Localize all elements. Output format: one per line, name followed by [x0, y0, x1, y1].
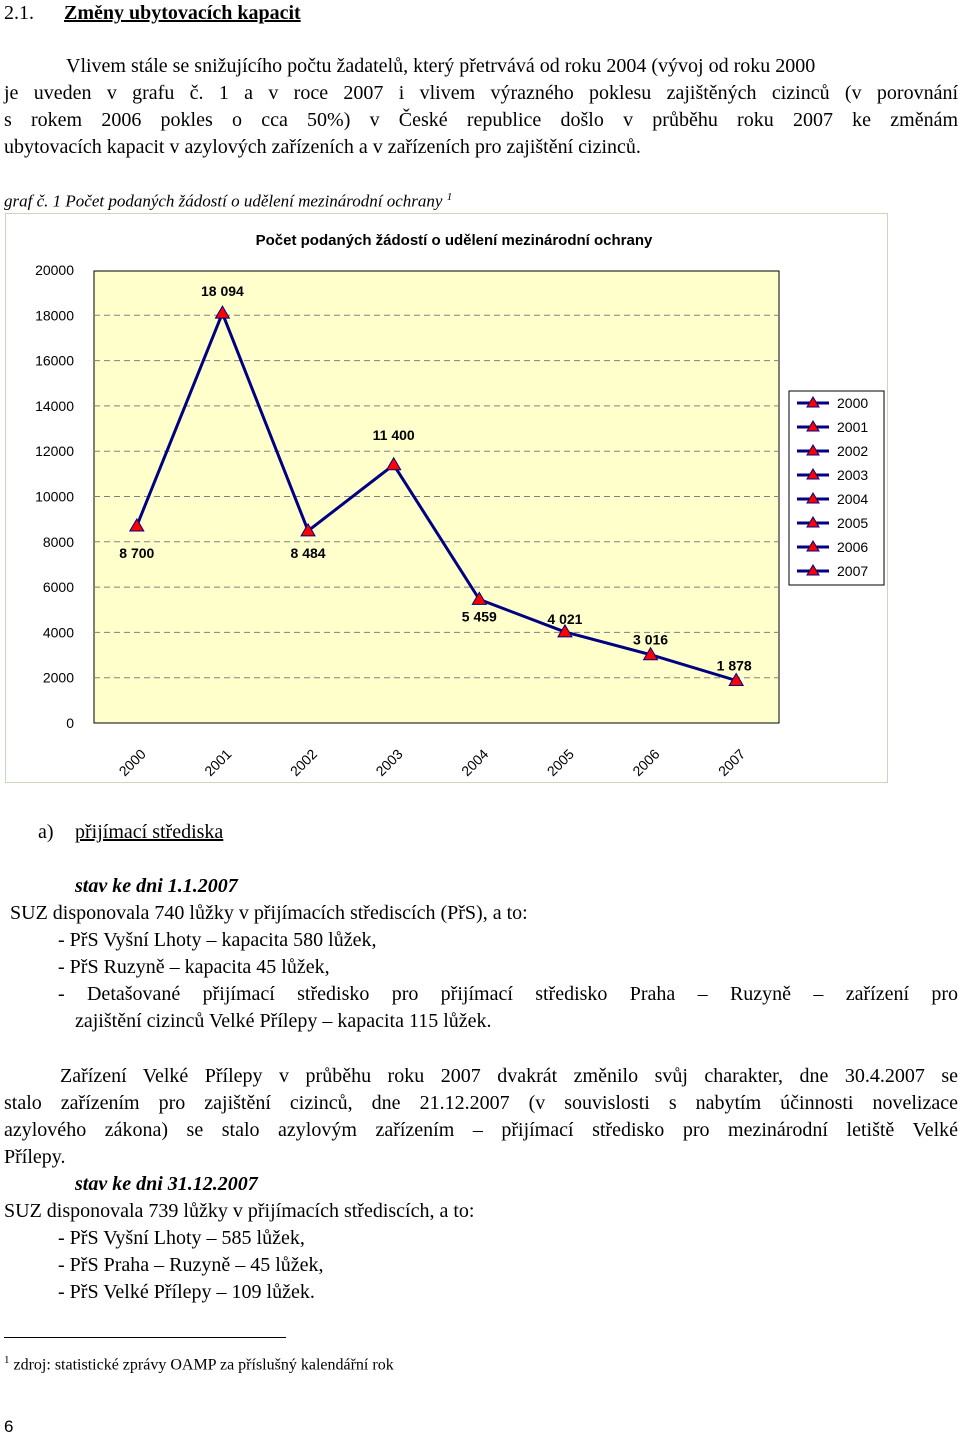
- paragraph-line: azylového zákona) se stalo azylovým zaří…: [4, 1119, 958, 1141]
- paragraph-line: Zařízení Velké Přílepy v průběhu roku 20…: [60, 1065, 958, 1087]
- suz-capacity-1: SUZ disponovala 740 lůžky v přijímacích …: [10, 902, 528, 924]
- legend-label: 2002: [837, 443, 868, 459]
- data-label: 4 021: [547, 611, 582, 627]
- y-axis-ticks: 0 2000 4000 6000 8000 10000 12000 14000 16000 180…: [35, 262, 74, 731]
- y-tick-label: 4000: [43, 624, 74, 640]
- list-item: - PřS Praha – Ruzyně – 45 lůžek,: [58, 1254, 324, 1276]
- legend-marker: [806, 444, 820, 456]
- paragraph-line: stalo zařízením pro zajištění cizinců, d…: [4, 1092, 958, 1114]
- data-point-marker: [300, 522, 316, 537]
- list-item-continuation: zajištění cizinců Velké Přílepy – kapaci…: [75, 1010, 492, 1032]
- page-number: 6: [4, 1417, 14, 1436]
- x-tick-label: 2001: [201, 746, 234, 779]
- y-tick-label: 8000: [43, 534, 74, 550]
- suz-capacity-2: SUZ disponovala 739 lůžky v přijímacích …: [4, 1200, 475, 1222]
- intro-line-4: ubytovacích kapacit v azylových zařízení…: [4, 136, 641, 158]
- y-tick-label: 16000: [35, 353, 74, 369]
- legend: 2000 2001 2002 2003 2004 2005 2006 2007: [788, 390, 885, 586]
- data-point-marker: [128, 517, 145, 532]
- footnote-number: 1: [4, 1354, 10, 1366]
- data-point-marker: [642, 646, 659, 661]
- line-chart: 0 2000 4000 6000 8000 10000 12000 14000 16000 180…: [35, 232, 885, 779]
- series-line: [135, 309, 737, 682]
- y-tick-label: 10000: [35, 489, 74, 505]
- legend-label: 2004: [837, 491, 868, 507]
- data-label: 5 459: [462, 608, 497, 624]
- data-point-marker: [471, 591, 488, 605]
- legend-box: [788, 390, 885, 586]
- list-item: - PřS Velké Přílepy – 109 lůžek.: [58, 1281, 315, 1303]
- data-point-marker: [728, 672, 745, 686]
- list-item: - PřS Ruzyně – kapacita 45 lůžek,: [58, 956, 330, 978]
- chart-title: Počet podaných žádostí o udělení mezinár…: [256, 232, 653, 249]
- list-item: - PřS Vyšní Lhoty – kapacita 580 lůžek,: [58, 929, 377, 951]
- x-tick-label: 2006: [629, 746, 662, 779]
- x-tick-label: 2003: [372, 746, 405, 779]
- data-label: 8 700: [119, 545, 154, 561]
- legend-label: 2007: [837, 563, 868, 579]
- grid-lines: [94, 314, 779, 679]
- section-title: Změny ubytovacích kapacit: [64, 2, 301, 24]
- graph-caption-text: graf č. 1 Počet podaných žádostí o uděle…: [4, 191, 443, 211]
- data-point-marker: [214, 305, 231, 319]
- legend-label: 2005: [837, 515, 868, 531]
- stav-1: stav ke dni 1.1.2007: [75, 875, 238, 897]
- legend-marker: [806, 420, 820, 432]
- data-label: 1 878: [717, 657, 752, 673]
- paragraph-line: Přílepy.: [4, 1146, 66, 1168]
- legend-label: 2001: [837, 419, 868, 435]
- section-a-label: a): [38, 821, 54, 843]
- data-point-marker: [557, 623, 573, 638]
- data-label: 8 484: [291, 545, 326, 561]
- footnote: 1 zdroj: statistické zprávy OAMP za přís…: [4, 1350, 394, 1375]
- legend-label: 2006: [837, 539, 868, 555]
- graph-caption: graf č. 1 Počet podaných žádostí o uděle…: [4, 186, 452, 213]
- section-a-title: přijímací střediska: [75, 821, 224, 843]
- footnote-separator: [4, 1337, 286, 1338]
- x-tick-label: 2007: [715, 746, 748, 779]
- legend-label: 2003: [837, 467, 868, 483]
- section-number: 2.1.: [4, 2, 34, 24]
- y-tick-label: 0: [66, 715, 74, 731]
- y-tick-label: 18000: [35, 307, 74, 323]
- legend-marker: [806, 516, 820, 528]
- x-tick-label: 2004: [458, 746, 491, 779]
- list-item: - PřS Vyšní Lhoty – 585 lůžek,: [58, 1227, 305, 1249]
- y-tick-label: 20000: [35, 262, 74, 278]
- legend-marker: [806, 468, 820, 480]
- y-tick-label: 2000: [43, 670, 74, 686]
- footnote-text: zdroj: statistické zprávy OAMP za příslu…: [13, 1356, 394, 1374]
- legend-label: 2000: [837, 395, 868, 411]
- x-tick-label: 2002: [287, 746, 320, 779]
- x-tick-label: 2005: [544, 746, 577, 779]
- data-labels: 8 700 18 094 8 484 11 400 5 459 4 021 3 016 1 8…: [119, 283, 752, 673]
- legend-marker: [806, 492, 820, 504]
- list-item: - Detašované přijímací středisko pro při…: [58, 983, 958, 1005]
- intro-line-2: je uveden v grafu č. 1 a v roce 2007 i v…: [4, 82, 958, 104]
- intro-line-1: Vlivem stále se snižujícího počtu žadate…: [66, 55, 816, 77]
- x-tick-label: 2000: [116, 746, 149, 779]
- legend-marker: [806, 564, 820, 576]
- y-tick-label: 6000: [43, 579, 74, 595]
- legend-marker: [806, 540, 820, 552]
- data-label: 18 094: [201, 283, 244, 299]
- data-label: 3 016: [633, 632, 668, 648]
- y-tick-label: 14000: [35, 398, 74, 414]
- data-label: 11 400: [373, 427, 415, 443]
- series-markers: [128, 305, 745, 686]
- y-tick-label: 12000: [35, 443, 74, 459]
- x-axis-ticks: 2000 2001 2002 2003 2004 2005 2006 2007: [116, 746, 749, 779]
- stav-2: stav ke dni 31.12.2007: [75, 1173, 258, 1195]
- intro-line-3: s rokem 2006 pokles o cca 50%) v České r…: [4, 109, 958, 131]
- chart-frame: 0 2000 4000 6000 8000 10000 12000 14000 16000 180…: [5, 213, 888, 783]
- graph-caption-footnote-ref: 1: [446, 191, 453, 203]
- legend-marker: [806, 396, 820, 408]
- data-point-marker: [385, 456, 402, 471]
